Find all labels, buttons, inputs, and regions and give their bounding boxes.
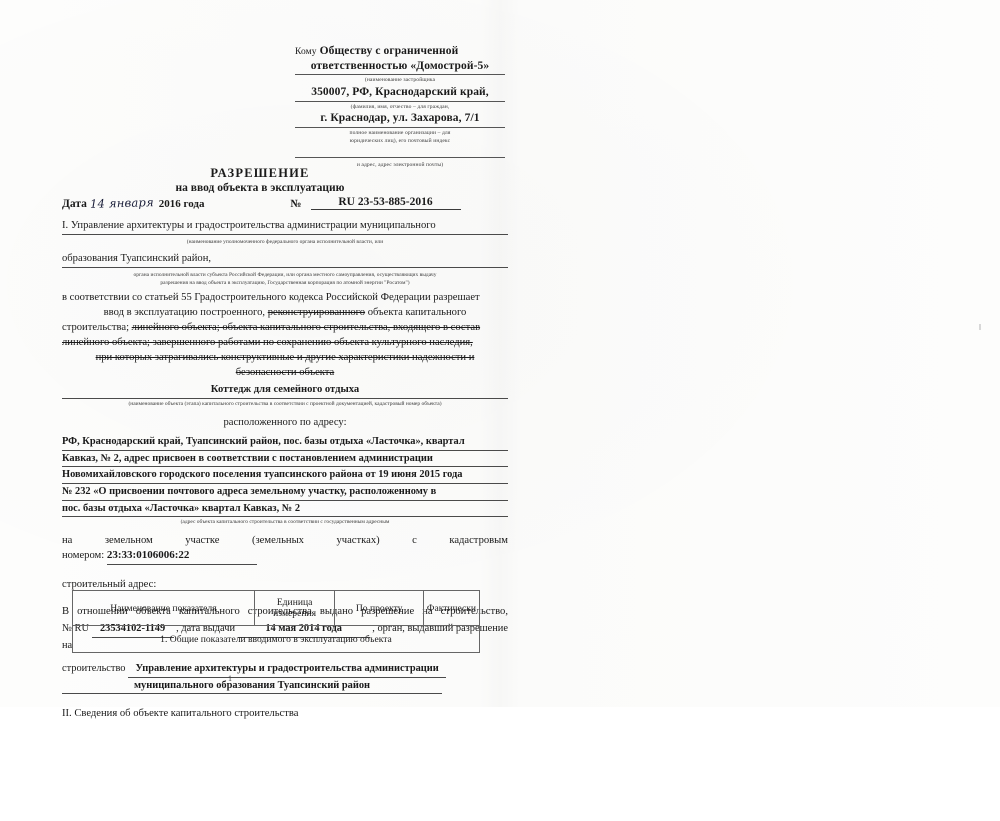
section-2-heading: II. Сведения об объекте капитального стр…	[62, 708, 299, 720]
authority-caption-1: (наименование уполномоченного федерально…	[186, 239, 384, 246]
object-address-line-5: пос. базы отдыха «Ласточка» квартал Кавк…	[62, 501, 508, 518]
paragraph-struck-line-4: безопасности объекта	[235, 367, 335, 379]
authority-caption-2: органа исполнительной власти субъекта Ро…	[133, 272, 437, 279]
page-number-left: 1	[228, 674, 232, 683]
komu-label: Кому	[295, 47, 317, 57]
authority-line-1-text: Управление архитектуры и градостроительс…	[70, 220, 436, 231]
scan-artifact	[979, 324, 981, 330]
addressee-rule-4	[295, 157, 505, 159]
table-section-row: 1. Общие показатели вводимого в эксплуат…	[72, 625, 480, 653]
document-page-right: Строительный объем – всегокуб. м1806,661…	[520, 0, 1000, 707]
page-subtitle: на ввод объекта в эксплуатацию	[175, 182, 345, 194]
cadastral-number-row: номером: 23:33:0106006:22	[62, 548, 508, 565]
addressee-org-line1: Обществу с ограниченной	[319, 45, 459, 57]
date-number-row: Дата 14 января 2016 года № RU 23-53-885-…	[62, 195, 502, 211]
document-page-left: Кому Обществу с ограниченной ответственн…	[0, 0, 520, 719]
cadastral-number-label: номером:	[62, 550, 105, 562]
addressee-rule-2	[295, 100, 505, 102]
permit-issuer-line-2: муниципального образования Туапсинский р…	[62, 678, 442, 695]
permit-number-value: RU 23-53-885-2016	[310, 196, 461, 210]
addressee-rule-3	[295, 126, 505, 128]
object-address-line-4: № 232 «О присвоении почтового адреса зем…	[62, 484, 508, 501]
number-symbol: №	[290, 198, 302, 210]
paragraph-line3-struck: линейного объекта; объекта капитального …	[131, 322, 481, 334]
header-actual: Фактически	[422, 590, 481, 626]
handwritten-date-value: 14 января	[89, 195, 154, 211]
paragraph-commissioning-struck: реконструированного	[267, 307, 366, 318]
header-unit: Единица измерения	[253, 590, 336, 626]
paragraph-statute: в соответствии со статьей 55 Градостроит…	[62, 291, 480, 303]
cadastral-line: на земельном участке (земельных участках…	[62, 535, 508, 547]
paragraph-struck-line-1: строительства; линейного объекта; объект…	[62, 320, 508, 335]
object-address-block: РФ, Краснодарский край, Туапсинский райо…	[62, 434, 508, 518]
date-year: 2016 года	[158, 198, 205, 210]
addressee-caption-5: и адрес, адрес электронной почты)	[356, 162, 444, 169]
paragraph-commissioning: ввод в эксплуатацию построенного, реконс…	[62, 305, 508, 320]
authority-caption-3: разрешения на ввод объекта в эксплуатаци…	[160, 280, 410, 286]
object-address-line-2: Кавказ, № 2, адрес присвоен в соответств…	[62, 451, 508, 468]
permit-issuer-row: строительство Управление архитектуры и г…	[62, 661, 508, 678]
date-label: Дата	[62, 198, 87, 210]
authority-line-1: I. Управление архитектуры и градостроите…	[62, 218, 508, 236]
cadastral-number-value: 23:33:0106006:22	[106, 548, 257, 565]
addressee-org-line2: ответственностью «Домострой-5»	[310, 59, 490, 72]
addressee-line-3: 350007, РФ, Краснодарский край,	[311, 85, 489, 98]
addressee-line-4: г. Краснодар, ул. Захарова, 7/1	[320, 111, 480, 124]
paragraph-commissioning-post: объекта капитального	[367, 307, 467, 318]
paragraph-line3-pre: строительства;	[62, 322, 130, 334]
located-at-label: расположенного по адресу:	[223, 417, 347, 429]
scan-background	[0, 0, 1000, 707]
authority-line-2: образования Туапсинский район,	[62, 251, 508, 269]
table-header-row: Наименование показателя Единица измерени…	[72, 590, 481, 626]
permit-issuer-line-1: Управление архитектуры и градостроительс…	[128, 661, 447, 678]
section-row-label: 1. Общие показатели вводимого в эксплуат…	[72, 625, 480, 653]
addressee-rule-1	[295, 74, 505, 76]
object-address-line-1: РФ, Краснодарский край, Туапсинский райо…	[62, 434, 508, 451]
header-indicator-name: Наименование показателя	[72, 590, 255, 626]
header-by-project: По проекту	[334, 590, 424, 626]
paragraph-struck-line-2: линейного объекта; завершенного работами…	[62, 337, 473, 349]
addressee-block: Кому Обществу с ограниченной ответственн…	[295, 44, 505, 170]
addressee-caption-1: (наименование застройщика	[364, 77, 436, 84]
addressee-line-1: Кому Обществу с ограниченной	[295, 44, 505, 59]
addressee-caption-2: (фамилия, имя, отчество – для граждан,	[350, 103, 450, 110]
permit-issuer-prefix: строительство	[62, 663, 126, 675]
page-title: РАЗРЕШЕНИЕ	[210, 166, 310, 180]
addressee-caption-4: юридических лиц), его почтовый индекс	[349, 138, 451, 145]
object-name: Коттедж для семейного отдыха	[62, 382, 508, 400]
paragraph-struck-line-3: при которых затрагивались конструктивные…	[95, 352, 475, 364]
object-name-caption: (наименование объекта (этапа) капитально…	[128, 401, 442, 408]
object-address-caption: (адрес объекта капитального строительств…	[180, 519, 390, 526]
addressee-caption-3: полное наименование организации – для	[349, 129, 451, 136]
construction-address-label: строительный адрес:	[62, 578, 157, 590]
object-address-line-3: Новомихайловского городского поселения т…	[62, 467, 508, 485]
section-1-number: I.	[62, 220, 69, 231]
page-title-block: РАЗРЕШЕНИЕ на ввод объекта в эксплуатаци…	[0, 166, 520, 194]
paragraph-commissioning-pre: ввод в эксплуатацию построенного,	[103, 307, 266, 318]
left-indicators-table: Наименование показателя Единица измерени…	[72, 590, 481, 653]
permit-issuer-row-2: муниципального образования Туапсинский р…	[62, 678, 508, 695]
